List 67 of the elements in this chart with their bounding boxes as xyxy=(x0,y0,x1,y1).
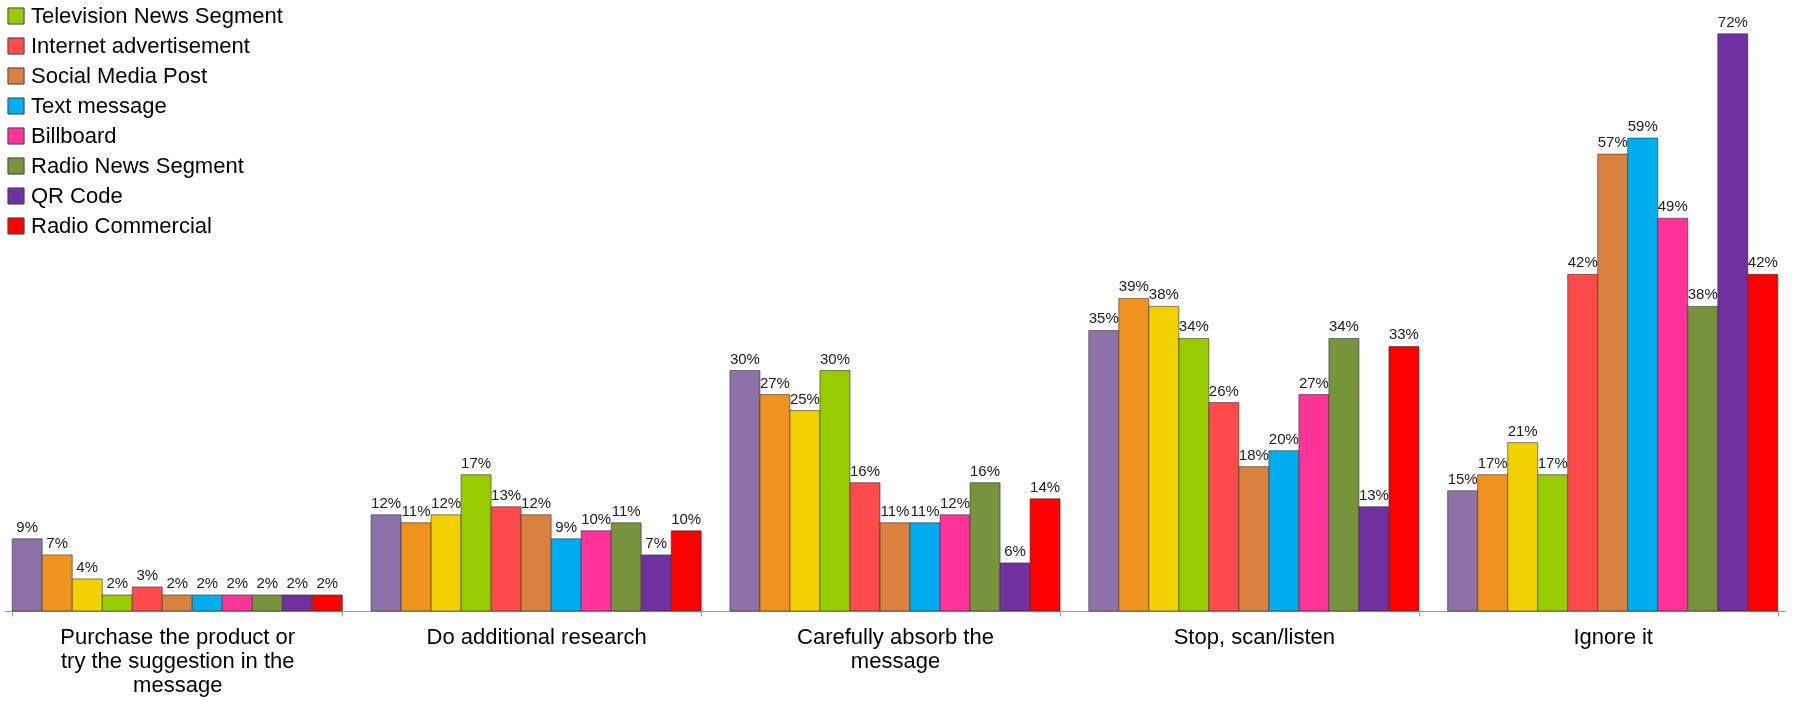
data-label: 9% xyxy=(16,517,39,535)
data-label: 26% xyxy=(1208,381,1239,399)
data-label: 2% xyxy=(106,573,129,591)
data-label: 12% xyxy=(371,493,402,511)
legend-label: Internet advertisement xyxy=(31,33,250,58)
x-tick-label: Carefully absorb the message xyxy=(797,623,994,673)
data-label: 11% xyxy=(880,501,910,519)
data-label: 10% xyxy=(581,509,612,527)
data-label: 33% xyxy=(1388,325,1419,343)
data-label: 2% xyxy=(196,573,219,591)
data-label: 7% xyxy=(46,533,69,551)
data-label: 27% xyxy=(1298,373,1329,391)
data-label: 2% xyxy=(316,573,339,591)
data-label: 3% xyxy=(136,565,159,583)
data-label: 17% xyxy=(1537,453,1568,471)
data-label: 25% xyxy=(789,389,820,407)
data-label: 12% xyxy=(521,493,552,511)
data-label: 12% xyxy=(940,493,971,511)
data-label: 27% xyxy=(759,373,790,391)
data-label: 2% xyxy=(256,573,279,591)
data-label: 16% xyxy=(849,461,880,479)
data-label: 14% xyxy=(1030,477,1061,495)
legend-label: Billboard xyxy=(31,123,117,148)
x-tick-label: Purchase the product or try the suggestion in the message xyxy=(60,623,296,697)
data-label: 17% xyxy=(1477,453,1508,471)
data-label: 39% xyxy=(1118,277,1149,295)
data-label: 10% xyxy=(671,509,702,527)
data-label: 11% xyxy=(611,501,641,519)
data-label: 34% xyxy=(1178,317,1209,335)
data-label: 20% xyxy=(1268,429,1299,447)
data-label: 38% xyxy=(1687,285,1718,303)
data-label: 9% xyxy=(555,517,577,535)
data-label: 13% xyxy=(491,485,522,503)
data-label: 17% xyxy=(461,453,492,471)
x-tick-label: Ignore it xyxy=(1573,623,1653,649)
data-label: 6% xyxy=(1004,541,1026,559)
data-label: 72% xyxy=(1717,12,1748,30)
data-label: 15% xyxy=(1447,469,1478,487)
data-label: 42% xyxy=(1567,253,1598,271)
legend-label: Social Media Post xyxy=(31,63,208,88)
data-label: 11% xyxy=(401,501,431,519)
data-label: 38% xyxy=(1148,285,1179,303)
legend-label: Television News Segment xyxy=(31,3,283,28)
x-tick-label: Do additional research xyxy=(426,623,647,649)
data-label: 7% xyxy=(645,533,668,551)
data-label: 4% xyxy=(76,557,99,575)
data-label: 34% xyxy=(1328,317,1359,335)
data-label: 30% xyxy=(729,349,760,367)
data-label: 12% xyxy=(431,493,462,511)
legend-label: QR Code xyxy=(31,183,123,208)
data-label: 16% xyxy=(970,461,1001,479)
data-label: 30% xyxy=(819,349,850,367)
x-tick-label: Stop, scan/listen xyxy=(1173,623,1336,649)
legend-label: Radio Commercial xyxy=(31,213,212,238)
data-label: 2% xyxy=(166,573,189,591)
data-label: 2% xyxy=(286,573,309,591)
data-label: 42% xyxy=(1747,253,1778,271)
data-label: 21% xyxy=(1507,421,1538,439)
legend-label: Radio News Segment xyxy=(31,153,244,178)
data-label: 13% xyxy=(1358,485,1389,503)
data-label: 49% xyxy=(1657,197,1688,215)
data-label: 2% xyxy=(226,573,249,591)
data-label: 11% xyxy=(910,501,940,519)
data-label: 59% xyxy=(1627,117,1658,135)
legend-label: Text message xyxy=(31,93,167,118)
data-label: 18% xyxy=(1238,445,1269,463)
data-label: 35% xyxy=(1088,309,1119,327)
